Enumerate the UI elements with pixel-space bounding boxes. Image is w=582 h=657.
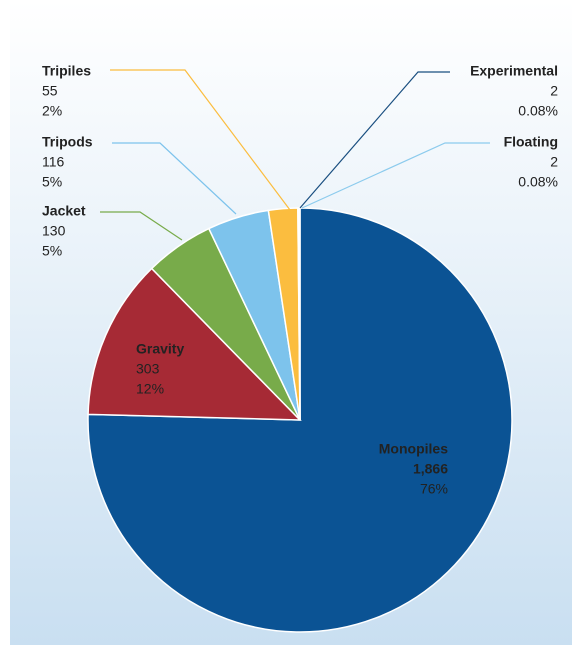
slice-name: Tripiles <box>42 63 91 79</box>
leader-line <box>100 211 183 241</box>
slice-name: Gravity <box>136 341 184 357</box>
value-label: 303 <box>136 361 160 377</box>
slice-name: Floating <box>504 134 558 150</box>
percent-label: 2% <box>42 103 62 119</box>
value-label: 116 <box>42 154 65 170</box>
percent-label: 0.08% <box>518 174 558 190</box>
value-label: 1,866 <box>413 461 448 477</box>
pie-slice <box>87 267 302 421</box>
percent-label: 5% <box>42 174 62 190</box>
value-label: 55 <box>42 83 58 99</box>
leader-line <box>110 69 291 211</box>
leader-line <box>301 142 490 209</box>
value-label: 130 <box>42 223 66 239</box>
leader-line <box>299 71 450 209</box>
slice-name: Tripods <box>42 134 93 150</box>
leader-line <box>112 142 237 215</box>
percent-label: 76% <box>420 481 448 497</box>
value-label: 2 <box>550 83 558 99</box>
pie-slice <box>298 207 301 421</box>
percent-label: 12% <box>136 381 164 397</box>
value-label: 2 <box>550 154 558 170</box>
slice-name: Experimental <box>470 63 558 79</box>
slice-name: Jacket <box>42 203 86 219</box>
slice-name: Monopiles <box>379 441 448 457</box>
percent-label: 0.08% <box>518 103 558 119</box>
percent-label: 5% <box>42 243 62 259</box>
